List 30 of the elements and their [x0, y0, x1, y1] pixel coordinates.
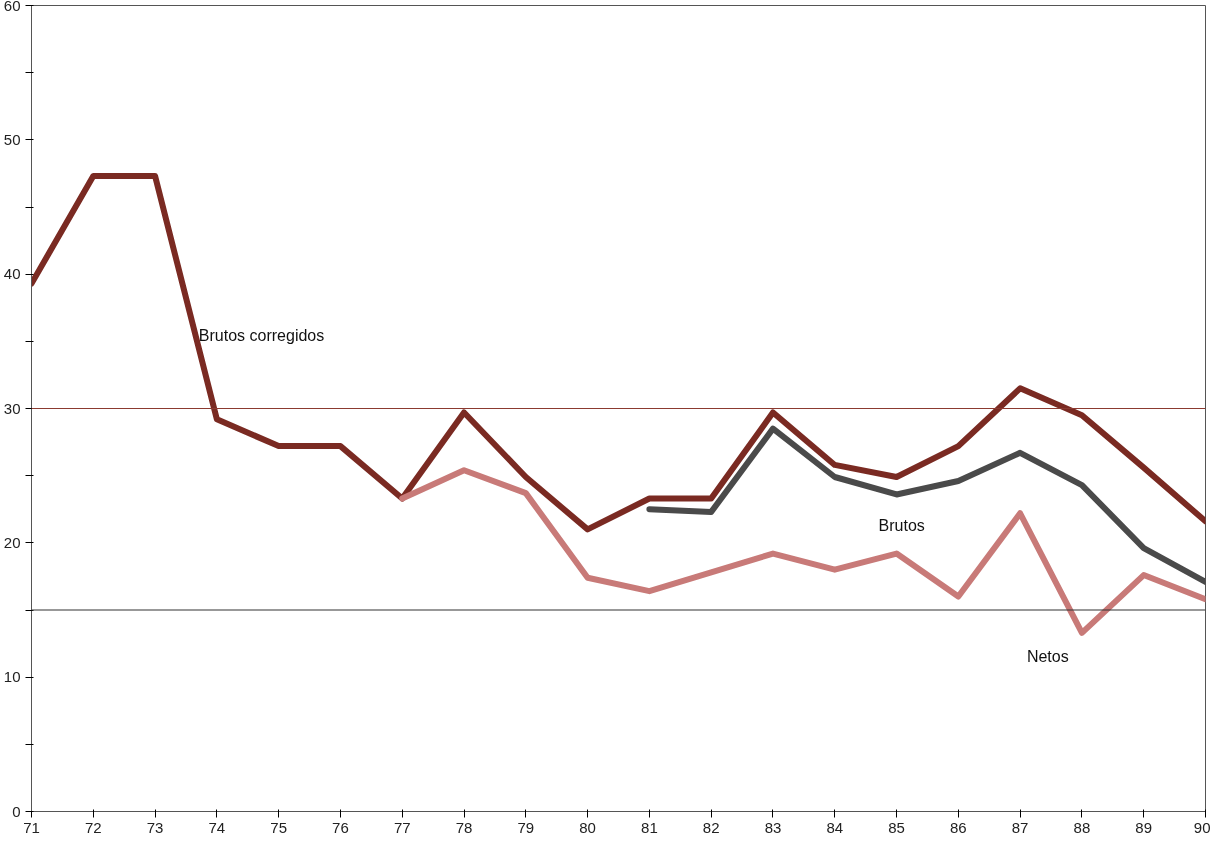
x-tick-label: 77	[393, 818, 411, 836]
x-tick-label: 80	[579, 818, 596, 836]
x-tick-label: 79	[517, 818, 535, 836]
x-tick-label: 78	[455, 818, 473, 836]
x-tick-label: 83	[764, 818, 782, 836]
series-label: Netos	[1026, 647, 1069, 665]
y-tick-label: 60	[3, 0, 21, 14]
series-label: Brutos	[878, 517, 925, 535]
x-tick-label: 75	[270, 818, 287, 836]
y-tick-label: 40	[3, 265, 21, 283]
x-tick-label: 89	[1135, 818, 1153, 836]
x-tick-label: 81	[641, 818, 658, 836]
x-tick-label: 87	[1011, 818, 1029, 836]
y-tick-label: 50	[3, 130, 21, 148]
x-tick-label: 85	[888, 818, 905, 836]
series-label: Brutos corregidos	[198, 327, 325, 345]
x-tick-label: 76	[332, 818, 349, 836]
y-tick-label: 0	[12, 802, 21, 820]
x-tick-label: 90	[1193, 818, 1211, 836]
x-tick-label: 73	[146, 818, 164, 836]
x-tick-label: 84	[826, 818, 844, 836]
y-tick-label: 10	[3, 668, 21, 686]
x-tick-label: 71	[23, 818, 40, 836]
x-tick-label: 88	[1073, 818, 1091, 836]
y-tick-label: 20	[3, 533, 21, 551]
x-tick-label: 82	[702, 818, 720, 836]
x-tick-label: 86	[950, 818, 967, 836]
x-tick-label: 72	[84, 818, 102, 836]
y-tick-label: 30	[3, 399, 21, 417]
x-tick-label: 74	[208, 818, 226, 836]
